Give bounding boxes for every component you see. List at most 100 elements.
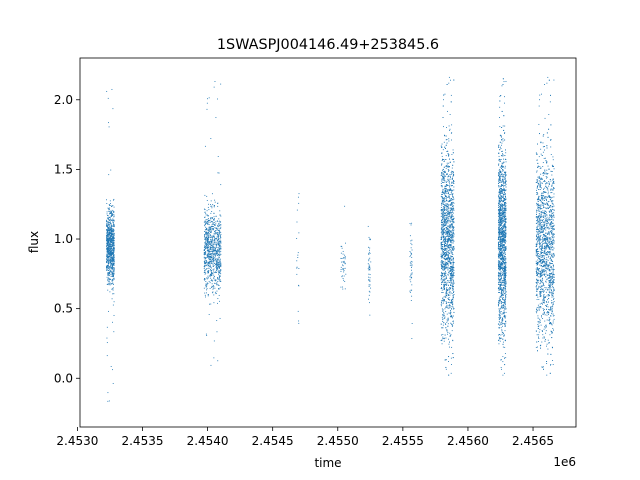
- data-point: [451, 132, 453, 134]
- data-point: [212, 265, 214, 267]
- data-point: [448, 292, 450, 294]
- data-point: [452, 158, 454, 160]
- data-point: [450, 288, 451, 290]
- data-point: [499, 275, 501, 277]
- data-point: [440, 278, 442, 280]
- data-point: [448, 294, 450, 296]
- data-point: [113, 267, 115, 269]
- data-point: [219, 256, 220, 258]
- data-point: [443, 265, 445, 267]
- data-point: [211, 193, 213, 195]
- data-point: [342, 265, 344, 267]
- data-point: [442, 334, 444, 335]
- data-point: [108, 241, 110, 243]
- data-point: [444, 266, 445, 267]
- data-point: [447, 233, 449, 235]
- data-point: [219, 245, 220, 246]
- data-point: [447, 225, 449, 227]
- data-point: [108, 253, 109, 255]
- data-point: [207, 282, 209, 284]
- data-point: [504, 282, 506, 284]
- data-point: [499, 232, 501, 234]
- data-point: [445, 188, 447, 190]
- data-point: [106, 222, 108, 224]
- data-point: [113, 243, 115, 245]
- data-point: [218, 254, 220, 256]
- data-point: [441, 339, 443, 341]
- data-point: [210, 273, 212, 275]
- data-point: [502, 175, 504, 177]
- data-point: [369, 238, 371, 240]
- data-point: [441, 174, 443, 176]
- data-point: [109, 224, 111, 225]
- data-point: [111, 234, 113, 236]
- data-point: [441, 267, 443, 269]
- data-point: [298, 285, 300, 287]
- data-point: [203, 208, 205, 210]
- data-point: [206, 334, 208, 336]
- data-point: [110, 251, 112, 253]
- data-point: [443, 229, 445, 231]
- data-point: [453, 202, 455, 204]
- data-point: [340, 270, 342, 272]
- data-point: [446, 266, 448, 268]
- data-point: [110, 232, 112, 234]
- data-point: [112, 369, 113, 371]
- data-point: [448, 374, 450, 376]
- data-point: [217, 298, 219, 300]
- data-point: [444, 187, 446, 189]
- data-point: [499, 292, 500, 293]
- data-point: [210, 270, 212, 272]
- data-point: [449, 291, 451, 292]
- data-point: [443, 276, 445, 278]
- data-point: [502, 346, 504, 348]
- data-point: [110, 271, 112, 273]
- data-point: [448, 214, 450, 216]
- data-point: [443, 289, 445, 291]
- data-point: [205, 222, 207, 224]
- data-point: [448, 125, 450, 127]
- data-point: [499, 216, 501, 218]
- data-point: [203, 249, 205, 251]
- data-point: [219, 236, 221, 238]
- data-point: [112, 218, 114, 220]
- data-point: [111, 213, 113, 215]
- data-point: [107, 267, 109, 269]
- data-point: [207, 236, 209, 238]
- data-point: [449, 219, 451, 221]
- data-point: [218, 246, 220, 248]
- data-point: [214, 260, 216, 262]
- data-point: [206, 254, 208, 256]
- data-point: [216, 269, 218, 271]
- data-point: [501, 239, 503, 241]
- data-point: [450, 240, 452, 242]
- data-point: [505, 292, 507, 294]
- data-point: [204, 266, 206, 268]
- data-point: [216, 253, 218, 255]
- data-point: [452, 276, 454, 278]
- data-point: [501, 305, 503, 307]
- data-point: [502, 356, 504, 358]
- data-point: [109, 239, 111, 241]
- data-point: [107, 265, 109, 267]
- data-point: [498, 327, 500, 329]
- data-point: [450, 278, 452, 280]
- data-point: [218, 248, 220, 250]
- data-point: [217, 172, 219, 174]
- data-point: [109, 266, 111, 268]
- data-point: [219, 221, 221, 223]
- data-point: [113, 249, 115, 251]
- data-point: [443, 213, 445, 215]
- data-point: [112, 236, 114, 238]
- data-point: [504, 304, 506, 306]
- data-point: [204, 270, 206, 271]
- data-point: [500, 185, 502, 187]
- data-point: [504, 190, 506, 192]
- data-point: [206, 219, 208, 220]
- data-point: [447, 238, 449, 239]
- data-point: [447, 262, 448, 264]
- data-point: [447, 203, 449, 205]
- data-point: [445, 203, 447, 205]
- data-point: [108, 244, 110, 245]
- data-point: [220, 184, 222, 186]
